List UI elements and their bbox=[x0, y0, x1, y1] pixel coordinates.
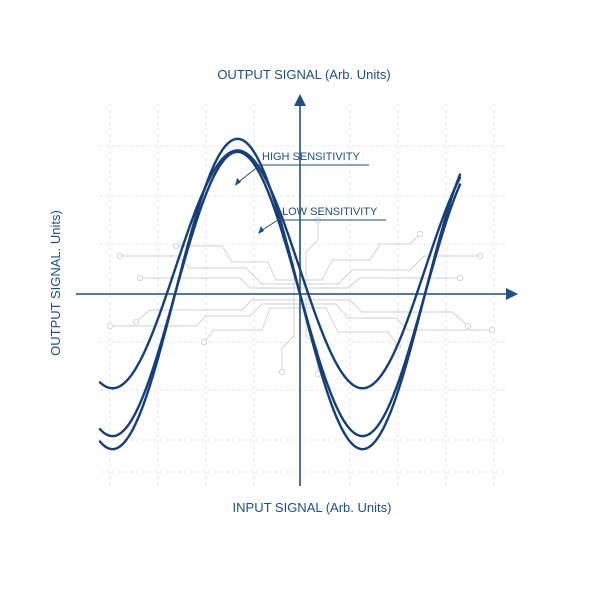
annotation-high-text: HIGH SENSITIVITY bbox=[262, 151, 360, 163]
circuit-trace bbox=[203, 307, 300, 343]
circuit-pad bbox=[116, 252, 124, 260]
circuit-trace bbox=[140, 277, 300, 289]
circuit-trace bbox=[300, 233, 421, 281]
circuit-pad bbox=[136, 274, 144, 282]
circuit-trace bbox=[300, 307, 399, 347]
series-group bbox=[98, 137, 462, 451]
series-guide-line bbox=[98, 150, 462, 438]
annotation-low: LOW SENSITIVITY bbox=[258, 206, 386, 234]
circuit-trace bbox=[300, 277, 460, 289]
chart-title: OUTPUT SIGNAL (Arb. Units) bbox=[217, 67, 390, 82]
circuit-pad bbox=[476, 252, 484, 260]
circuit-pad bbox=[172, 242, 180, 250]
series-high-sensitivity-line bbox=[98, 137, 462, 451]
circuit-pad bbox=[416, 230, 424, 238]
circuit-trace bbox=[300, 255, 480, 285]
series-low-sensitivity-line bbox=[98, 149, 462, 390]
circuit-pad bbox=[200, 338, 208, 346]
annotation-low-text: LOW SENSITIVITY bbox=[282, 206, 378, 218]
circuit-trace bbox=[110, 303, 300, 327]
circuit-trace bbox=[281, 294, 295, 372]
y-axis-arrow bbox=[294, 94, 306, 106]
circuit-pad bbox=[488, 326, 496, 334]
circuit-trace bbox=[305, 220, 319, 294]
annotation-high-arrowhead bbox=[235, 178, 241, 186]
circuit-pad bbox=[106, 322, 114, 330]
circuit-pad bbox=[132, 318, 140, 326]
y-axis-label: OUTPUT SIGNAL. Units) bbox=[48, 210, 63, 356]
circuit-trace bbox=[120, 255, 300, 285]
circuit-trace bbox=[135, 299, 300, 323]
x-axis-arrow bbox=[506, 288, 518, 300]
annotation-low-arrowhead bbox=[258, 226, 264, 234]
circuit-pad bbox=[456, 274, 464, 282]
circuit-trace bbox=[300, 299, 469, 327]
circuit-trace bbox=[300, 303, 492, 331]
annotation-high: HIGH SENSITIVITY bbox=[235, 151, 369, 186]
annotation-high-leader bbox=[235, 164, 261, 185]
circuit-pad bbox=[278, 368, 286, 376]
circuit-pad bbox=[464, 322, 472, 330]
x-axis-label: INPUT SIGNAL (Arb. Units) bbox=[233, 500, 392, 515]
circuit-trace bbox=[176, 245, 300, 281]
